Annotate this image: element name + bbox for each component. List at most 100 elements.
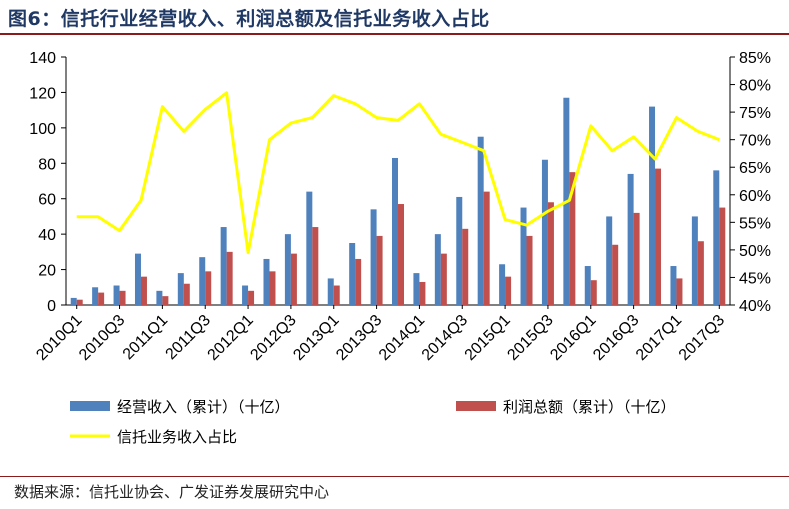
x-tick-label: 2016Q3: [590, 312, 642, 364]
profit-bar: [612, 244, 619, 305]
revenue-bar: [606, 216, 613, 305]
profit-bar: [248, 290, 255, 305]
revenue-bar: [541, 159, 548, 305]
x-tick-label: 2015Q3: [504, 312, 556, 364]
title-divider: [0, 33, 789, 35]
profit-bar: [419, 281, 426, 305]
chart-line: [76, 91, 720, 255]
profit-bar: [676, 278, 683, 305]
revenue-bar: [284, 234, 291, 305]
revenue-bar: [713, 170, 720, 305]
revenue-bar: [413, 273, 420, 305]
source-divider: [0, 476, 789, 477]
x-tick-label: 2010Q1: [33, 312, 85, 364]
y-left-tick-label: 40: [38, 227, 56, 244]
revenue-bar: [220, 227, 227, 305]
x-tick-label: 2016Q1: [547, 312, 599, 364]
y-left-tick-label: 60: [38, 192, 56, 209]
profit-bar: [312, 227, 319, 305]
revenue-bar: [670, 266, 677, 305]
revenue-bar: [349, 243, 356, 305]
y-right-tick-label: 50%: [739, 243, 771, 260]
profit-bar: [526, 235, 533, 305]
profit-bar: [269, 271, 276, 305]
profit-bar: [119, 290, 126, 305]
profit-bar: [333, 285, 340, 305]
revenue-bar: [263, 258, 270, 305]
x-tick-label: 2011Q3: [163, 312, 215, 364]
revenue-bar: [520, 207, 527, 305]
profit-bar: [398, 204, 404, 305]
revenue-bar: [177, 273, 184, 305]
y-right-tick-label: 40%: [739, 298, 771, 315]
revenue-bar: [113, 285, 120, 305]
y-right-tick-label: 75%: [739, 105, 771, 122]
profit-bar: [140, 276, 147, 305]
revenue-bar: [434, 234, 441, 305]
revenue-bar: [156, 290, 163, 305]
revenue-bar: [370, 209, 377, 305]
x-tick-label: 2017Q3: [676, 312, 728, 364]
profit-bar: [569, 172, 576, 305]
y-left-tick-label: 0: [47, 298, 56, 315]
y-left-tick-label: 20: [38, 263, 56, 280]
x-tick-label: 2012Q1: [205, 312, 257, 364]
y-right-tick-label: 80%: [739, 78, 771, 95]
revenue-bar: [306, 191, 313, 305]
revenue-bar: [92, 287, 99, 305]
profit-bar: [697, 241, 704, 305]
x-tick-label: 2013Q3: [333, 312, 385, 364]
profit-bar: [98, 292, 105, 305]
revenue-bar: [134, 253, 141, 305]
chart-bars: [70, 97, 726, 305]
revenue-bar: [327, 278, 334, 305]
legend-label-profit: 利润总额（累计）（十亿）: [503, 398, 676, 416]
profit-bar: [355, 258, 362, 305]
profit-bar: [505, 276, 512, 305]
profit-bar: [440, 253, 447, 305]
profit-bar: [376, 235, 383, 305]
y-left-tick-label: 120: [29, 85, 56, 102]
x-tick-label: 2014Q1: [376, 312, 428, 364]
trust-income-ratio-line: [76, 91, 720, 255]
legend-swatch-profit: [456, 401, 496, 411]
x-tick-label: 2014Q3: [419, 312, 471, 364]
y-right-tick-label: 55%: [739, 215, 771, 232]
y-right-tick-label: 60%: [739, 188, 771, 205]
profit-bar: [719, 207, 726, 305]
figure-title: 图6：信托行业经营收入、利润总额及信托业务收入占比: [8, 8, 490, 30]
revenue-bar: [456, 196, 463, 305]
profit-bar: [76, 299, 83, 305]
profit-bar: [483, 191, 490, 305]
revenue-bar: [70, 297, 77, 305]
x-tick-label: 2012Q3: [247, 312, 299, 364]
revenue-bar: [627, 173, 634, 305]
legend-swatch-revenue: [70, 401, 110, 411]
x-tick-label: 2017Q1: [633, 312, 685, 364]
revenue-bar: [691, 216, 698, 305]
y-right-tick-label: 70%: [739, 133, 771, 150]
x-tick-label: 2013Q1: [290, 312, 342, 364]
data-source-note: 数据来源：信托业协会、广发证券发展研究中心: [14, 483, 330, 501]
revenue-bar: [199, 257, 206, 305]
profit-bar: [590, 280, 597, 305]
profit-bar: [633, 212, 640, 305]
y-left-tick-label: 80: [38, 156, 56, 173]
profit-bar: [290, 253, 297, 305]
profit-bar: [462, 228, 469, 305]
y-right-tick-label: 85%: [739, 50, 771, 67]
profit-bar: [547, 202, 554, 305]
y-left-tick-label: 100: [29, 121, 56, 138]
profit-bar: [655, 168, 662, 305]
revenue-bar: [649, 106, 656, 305]
profit-bar: [162, 296, 169, 305]
revenue-bar: [584, 266, 591, 305]
y-right-tick-label: 65%: [739, 160, 771, 177]
profit-bar: [226, 251, 233, 305]
x-tick-label: 2015Q1: [462, 312, 514, 364]
revenue-bar: [392, 157, 398, 305]
legend-label-revenue: 经营收入（累计）（十亿）: [117, 398, 290, 416]
revenue-bar: [499, 264, 506, 305]
y-right-tick-label: 45%: [739, 270, 771, 287]
chart-legend: 经营收入（累计）（十亿） 利润总额（累计）（十亿） 信托业务收入占比: [70, 398, 676, 446]
